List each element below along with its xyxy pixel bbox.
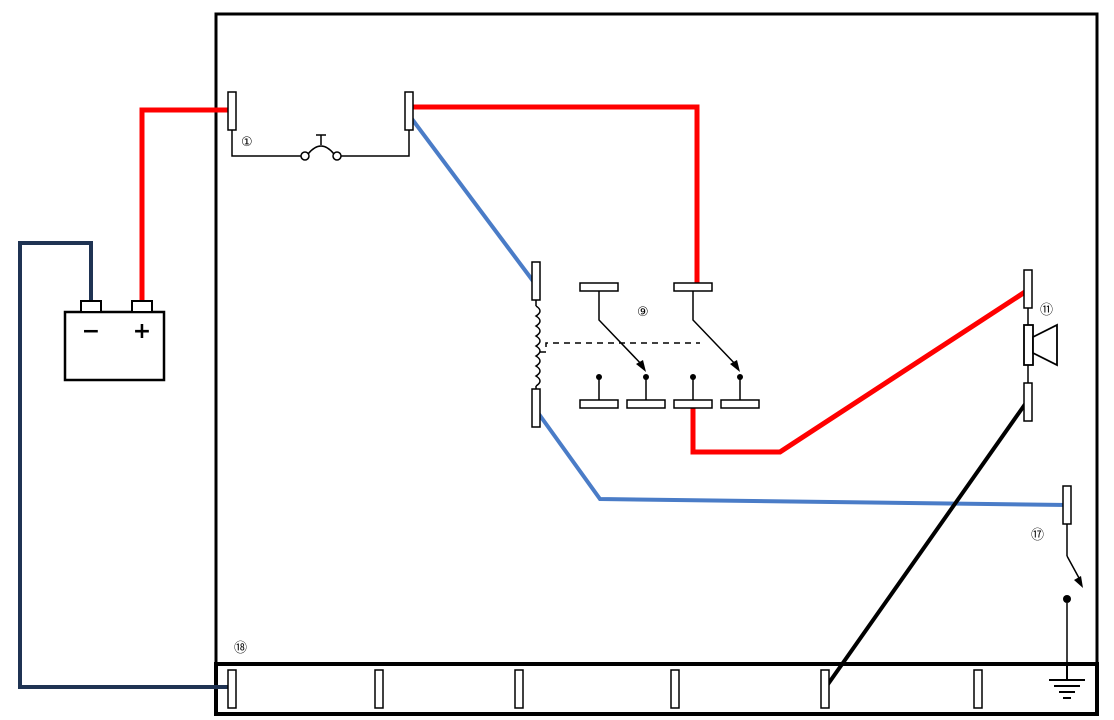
relay-contact-4 <box>720 399 760 409</box>
relay-label: ⑨ <box>637 305 649 320</box>
board-outline <box>214 12 1099 716</box>
bus-terminal-5 <box>820 669 830 709</box>
battery: − + <box>63 300 166 382</box>
horn-terminal-positive <box>1023 269 1033 309</box>
wire-battery-negative <box>18 241 232 689</box>
relay: ⑨ <box>531 261 760 428</box>
relay-contact-common-2 <box>673 282 713 292</box>
bus-terminal-3 <box>514 669 524 709</box>
horn-switch: ⑰ <box>1031 485 1083 664</box>
battery-negative-symbol: − <box>82 319 100 344</box>
relay-coil-terminal-bottom <box>531 388 541 428</box>
wire-fuse-to-coil <box>407 113 538 287</box>
wire-coil-to-switch <box>534 408 1068 507</box>
bus-terminal-1 <box>227 669 237 709</box>
relay-coil-terminal-top <box>531 261 541 301</box>
relay-contact-common-1 <box>579 282 619 292</box>
horn: ⑪ <box>1023 269 1058 422</box>
relay-coil <box>534 305 541 387</box>
ground-bus <box>214 662 1099 716</box>
wire-fuse-to-relay-contact <box>409 104 700 287</box>
bus-terminal-2 <box>374 669 384 709</box>
relay-linkage <box>540 342 700 353</box>
horn-terminal-ground <box>1023 382 1033 422</box>
wire-horn-ground <box>824 398 1030 689</box>
fuse-terminal-out <box>404 91 414 131</box>
battery-positive-terminal <box>131 300 153 313</box>
bus-terminal-6 <box>973 669 983 709</box>
fuse-terminal-in <box>227 91 237 131</box>
horn-icon <box>1032 323 1058 367</box>
battery-negative-terminal <box>80 300 102 313</box>
relay-contact-3 <box>673 399 713 409</box>
switch-terminal <box>1062 485 1072 525</box>
ground-bus-label: ⑱ <box>234 641 247 656</box>
ground-symbol-icon <box>1049 664 1085 699</box>
horn-body <box>1023 324 1034 366</box>
battery-body <box>63 310 166 382</box>
battery-positive-symbol: + <box>133 319 151 344</box>
fuse: ① <box>227 91 414 161</box>
relay-contact-2 <box>626 399 666 409</box>
wires <box>18 104 1068 689</box>
relay-contact-1 <box>579 399 619 409</box>
ground-bus-terminals <box>227 669 983 709</box>
horn-label: ⑪ <box>1040 303 1053 318</box>
bus-terminal-4 <box>670 669 680 709</box>
switch-label: ⑰ <box>1031 528 1044 543</box>
wire-relay-to-horn <box>690 287 1030 455</box>
fuse-label: ① <box>241 135 253 150</box>
wire-battery-positive <box>139 107 232 300</box>
